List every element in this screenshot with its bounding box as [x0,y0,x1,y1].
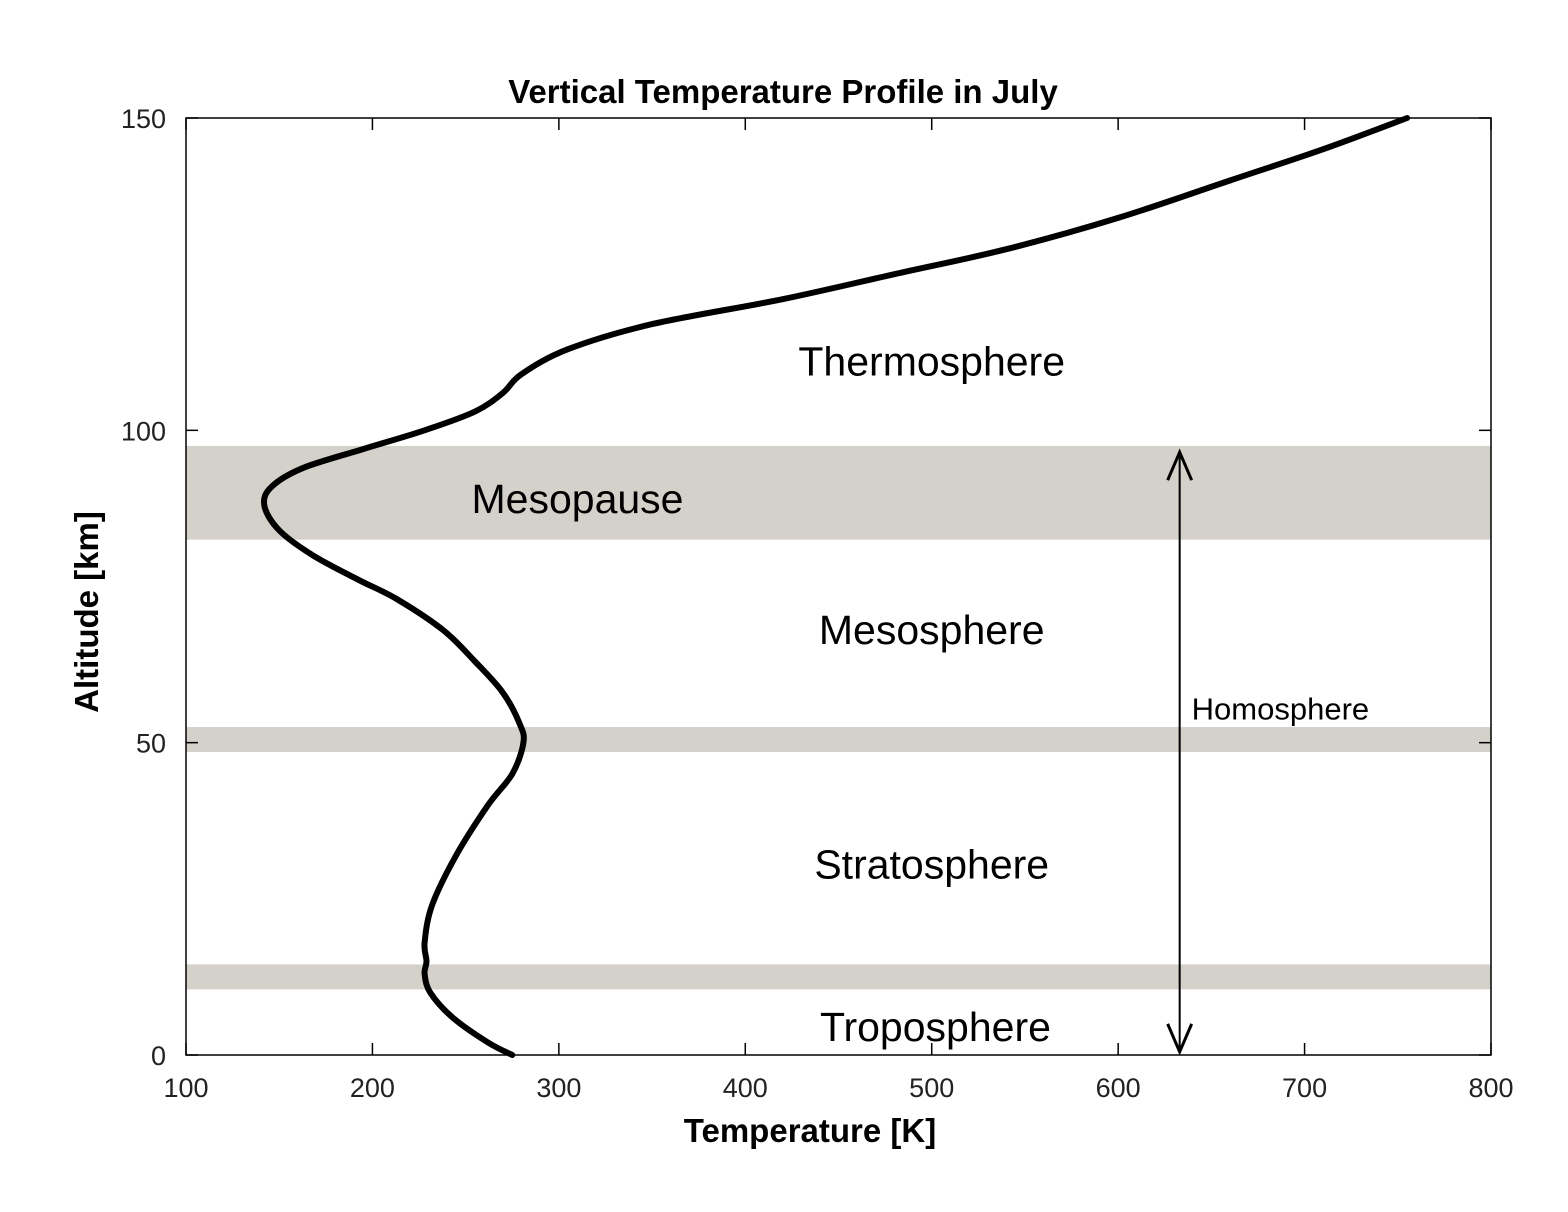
x-tick-label: 700 [1282,1073,1327,1103]
layer-label-mesosphere: Mesosphere [819,607,1045,653]
x-axis-label: Temperature [K] [684,1112,936,1149]
y-tick-label: 100 [121,416,166,446]
axes [185,117,1492,1056]
ticks: 100 200 300 400 500 600 700 800 0 50 100 150 [121,104,1514,1103]
layer-label-stratosphere: Stratosphere [814,841,1049,887]
layer-band-2 [186,964,1491,990]
homosphere-indicator: Homosphere [1166,448,1369,1056]
x-tick-label: 100 [163,1073,208,1103]
y-tick-label: 50 [136,729,166,759]
y-tick-label: 150 [121,104,166,134]
x-tick-label: 300 [536,1073,581,1103]
x-tick-label: 500 [909,1073,954,1103]
arrow-down-icon [1166,1023,1194,1056]
layer-bands [186,445,1491,990]
arrow-up-icon [1166,448,1194,481]
x-tick-label: 200 [350,1073,395,1103]
layer-label-mesopause: Mesopause [472,476,684,522]
y-tick-label: 0 [151,1041,166,1071]
chart-title: Vertical Temperature Profile in July [508,73,1058,110]
x-tick-label: 800 [1468,1073,1513,1103]
layer-label-thermosphere: Thermosphere [798,339,1065,385]
homosphere-label: Homosphere [1192,691,1369,726]
layer-band-0 [186,445,1491,540]
plot-frame [185,117,1492,1056]
layer-band-1 [186,727,1491,753]
y-axis-label: Altitude [km] [68,511,105,713]
layer-label-troposphere: Troposphere [820,1004,1051,1050]
x-tick-label: 600 [1096,1073,1141,1103]
x-tick-label: 400 [723,1073,768,1103]
temperature-curve [261,115,1411,1058]
layer-labels: Thermosphere Mesopause Mesosphere Stratosph… [472,339,1066,1050]
